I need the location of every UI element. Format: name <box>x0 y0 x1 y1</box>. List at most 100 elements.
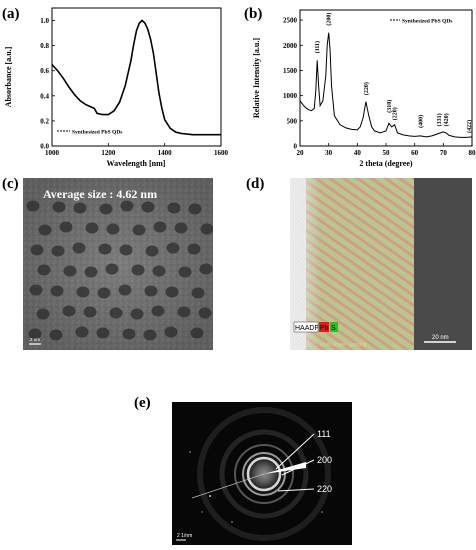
chart-a-xtick-label: 1400 <box>158 149 173 157</box>
nanoparticle <box>99 203 113 215</box>
pointer-220 <box>277 488 315 492</box>
nanoparticle <box>188 203 202 215</box>
nanoparticle <box>96 327 110 339</box>
chart-b-xtick-label: 50 <box>383 149 391 157</box>
nanoparticle <box>62 305 76 317</box>
chart-a-xtick-label: 1600 <box>214 149 229 157</box>
ring-label-220: 220 <box>317 484 332 494</box>
chart-b-legend-label: Synthesized PbS QDs <box>402 19 452 25</box>
chart-b-legend: Synthesized PbS QDs <box>390 19 452 25</box>
chart-a-xlabel: Wavelength [nm] <box>107 159 166 168</box>
nanoparticle <box>26 200 40 212</box>
chart-b-xtick-label: 40 <box>354 149 362 157</box>
panel-label-b: (b) <box>244 6 263 22</box>
s-legend-label: S <box>331 325 336 332</box>
nanoparticle <box>143 329 157 341</box>
nanoparticle <box>153 221 167 233</box>
panel-label-c: (c) <box>2 176 19 192</box>
chart-a-ytick-label: 0.2 <box>40 117 49 125</box>
chart-a-xtick-label: 1200 <box>101 149 116 157</box>
nanoparticle <box>191 287 205 299</box>
panel-label-d: (d) <box>246 176 265 192</box>
xrd-peak-label: (420) <box>443 113 450 126</box>
chart-a-ytick-label: 0.4 <box>40 92 49 100</box>
nanoparticle <box>63 265 77 277</box>
chart-b-ytick-label: 2000 <box>283 42 298 50</box>
nanoparticle <box>38 224 52 236</box>
chart-a-xtick-label: 1000 <box>45 149 60 157</box>
haadf-legend-box <box>293 321 319 333</box>
pb-legend-label: Pb <box>320 325 329 332</box>
xrd-peak-label: (200) <box>326 13 333 26</box>
xrd-peak-label: (220) <box>363 82 370 95</box>
nanoparticle <box>97 287 111 299</box>
nanoparticle <box>166 242 180 254</box>
nanoparticle <box>75 326 89 338</box>
panel-label-a: (a) <box>2 6 20 22</box>
nanoparticle <box>72 242 86 254</box>
diffraction-ring-220 <box>234 444 294 504</box>
eds-map-image: HAADF Pb S Multi-phase mapping 20 nm <box>290 178 472 350</box>
nanoparticle <box>30 244 44 256</box>
pointer-200 <box>281 459 315 476</box>
chart-b-ytick-label: 0 <box>294 143 298 151</box>
chart-b-xlabel: 2 theta (degree) <box>359 159 413 168</box>
nanoparticle <box>29 284 43 296</box>
nanoparticle <box>131 264 145 276</box>
xrd-chart: 20 30 40 50 60 70 80 0 500 1000 1500 2000 2500 (111)… <box>252 9 476 168</box>
nanoparticle <box>50 285 64 297</box>
nanoparticle <box>85 222 99 234</box>
eds-caption: Multi-phase mapping <box>320 342 367 348</box>
tem-average-size-label: Average size : 4.62 nm <box>43 187 157 201</box>
chart-b-frame <box>299 9 473 147</box>
saed-pattern-image: 111 200 220 2 1/nm <box>172 402 352 545</box>
nanoparticle <box>190 327 204 339</box>
chart-a-ytick-label: 1.0 <box>40 17 49 25</box>
saed-scale-label: 2 1/nm <box>177 533 192 539</box>
nanoparticle <box>105 263 119 275</box>
s-legend-box <box>330 322 338 332</box>
diffraction-ring-111 <box>246 456 282 492</box>
tem-scale-label: 2 nm <box>30 337 40 342</box>
xrd-peak-label: (111) <box>314 41 321 53</box>
streak-line <box>191 473 265 499</box>
nanoparticle <box>51 245 65 257</box>
nanoparticle <box>177 306 191 318</box>
nanoparticle <box>174 222 188 234</box>
diffraction-ring-mid <box>219 429 309 519</box>
absorbance-spectrum-line <box>51 19 221 136</box>
pb-legend-box <box>319 322 329 332</box>
nanoparticle <box>28 328 42 340</box>
nanoparticle <box>122 328 136 340</box>
nanoparticle <box>132 224 146 236</box>
nanoparticle <box>145 245 159 257</box>
chart-b-ytick-label: 1000 <box>283 92 298 100</box>
nanoparticle <box>59 221 73 233</box>
nanoparticle <box>83 306 97 318</box>
xrd-peak-label: (310) <box>386 100 393 113</box>
chart-b-xtick-label: 30 <box>325 149 333 157</box>
nanoparticle <box>120 200 134 212</box>
nanoparticle <box>165 286 179 298</box>
chart-b-xtick-label: 80 <box>469 149 476 157</box>
chart-a-legend: Synthesized PbS QDs <box>57 130 122 136</box>
chart-a-legend-label: Synthesized PbS QDs <box>72 130 122 136</box>
chart-b-ytick-label: 2500 <box>283 17 298 25</box>
chart-b-ytick-label: 500 <box>287 117 298 125</box>
ring-label-111: 111 <box>317 429 331 439</box>
nanoparticle <box>37 264 51 276</box>
nanoparticle <box>36 308 50 320</box>
ring-label-200: 200 <box>317 455 332 465</box>
eds-legend: HAADF Pb S <box>293 321 338 333</box>
nanoparticle <box>187 243 201 255</box>
xrd-peak-label: (400) <box>417 115 424 128</box>
chart-a-ytick-label: 0.0 <box>40 143 49 151</box>
chart-b-ytick-label: 1500 <box>283 67 298 75</box>
nanoparticle <box>178 266 192 278</box>
xrd-peak-label: (220) <box>392 107 399 120</box>
chart-a-ytick-label: 0.6 <box>40 67 49 75</box>
chart-a-ytick-label: 0.8 <box>40 42 49 50</box>
chart-b-xtick-label: 20 <box>297 149 305 157</box>
nanoparticle <box>151 305 165 317</box>
nanoparticle <box>200 223 213 235</box>
